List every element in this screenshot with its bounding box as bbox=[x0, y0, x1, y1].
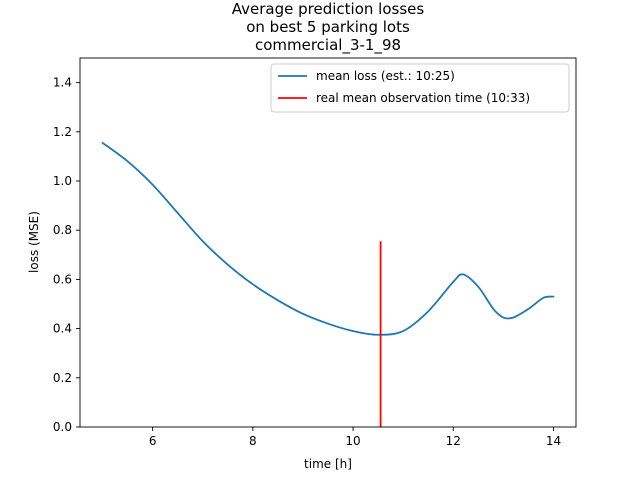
legend-observation-label: real mean observation time (10:33) bbox=[316, 91, 530, 105]
chart-title-line-2: on best 5 parking lots bbox=[246, 18, 410, 36]
y-tick-label: 0.4 bbox=[53, 322, 72, 336]
x-tick-label: 8 bbox=[249, 434, 257, 448]
x-tick-label: 10 bbox=[345, 434, 360, 448]
chart-title-line-1: Average prediction losses bbox=[232, 0, 425, 18]
x-tick-label: 6 bbox=[149, 434, 157, 448]
legend-mean-loss-label: mean loss (est.: 10:25) bbox=[316, 69, 455, 83]
x-axis-label: time [h] bbox=[304, 457, 352, 471]
x-tick-label: 14 bbox=[546, 434, 561, 448]
y-axis-ticks: 0.0 0.2 0.4 0.6 0.8 1.0 1.2 1.4 bbox=[53, 76, 80, 434]
y-tick-label: 0.2 bbox=[53, 371, 72, 385]
y-tick-label: 0.0 bbox=[53, 420, 72, 434]
y-tick-label: 0.6 bbox=[53, 272, 72, 286]
x-axis-ticks: 6 8 10 12 14 bbox=[149, 427, 561, 448]
chart-title-line-3: commercial_3-1_98 bbox=[255, 36, 401, 55]
legend-box bbox=[270, 63, 570, 113]
y-tick-label: 1.0 bbox=[53, 174, 72, 188]
y-tick-label: 0.8 bbox=[53, 223, 72, 237]
y-tick-label: 1.4 bbox=[53, 76, 72, 90]
y-tick-label: 1.2 bbox=[53, 125, 72, 139]
legend: mean loss (est.: 10:25) real mean observ… bbox=[270, 63, 570, 113]
x-tick-label: 12 bbox=[446, 434, 461, 448]
plot-frame bbox=[79, 57, 577, 428]
chart-title: Average prediction losses on best 5 park… bbox=[232, 0, 425, 55]
y-axis-label: loss (MSE) bbox=[27, 211, 41, 273]
mean-loss-line bbox=[101, 141, 555, 336]
